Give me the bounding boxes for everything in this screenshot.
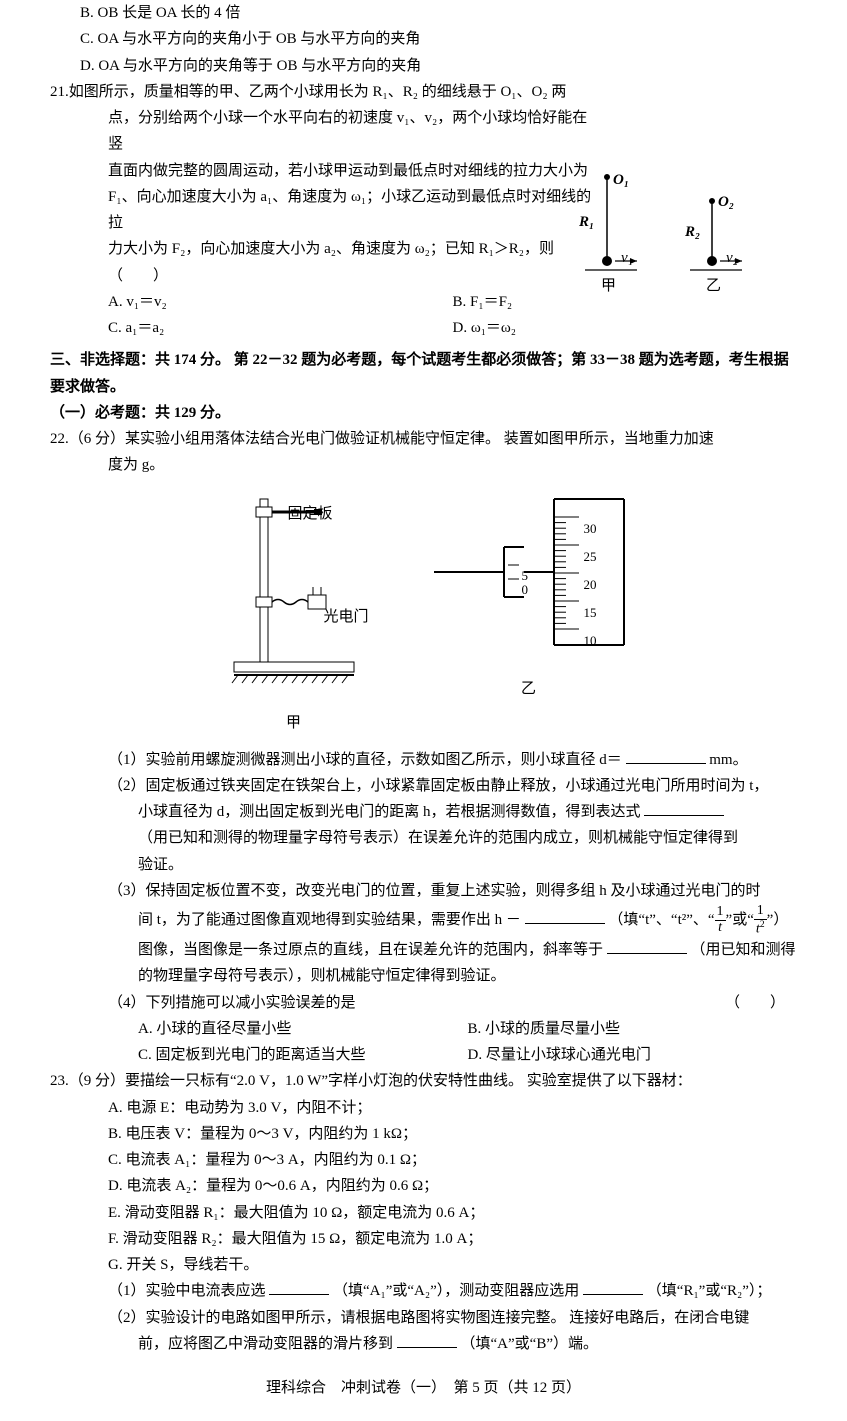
frac-1-over-t2: 1t2 xyxy=(754,904,767,937)
q22-p3bb: （填“t”、“t²”、“ xyxy=(608,912,714,928)
q22-p4-row2: C. 固定板到光电门的距离适当大些 D. 尽量让小球球心通光电门 xyxy=(50,1042,797,1068)
q22-p3-l2: 间 t，为了能通过图像直观地得到实验结果，需要作出 h － （填“t”、“t²”… xyxy=(50,904,797,937)
q22-p1: （1）实验前用螺旋测微器测出小球的直径，示数如图乙所示，则小球直径 d＝ mm。 xyxy=(50,747,797,773)
q23-c: C. 电流表 A₁：量程为 0～3 A，内阻约为 0.1 Ω； xyxy=(50,1147,797,1173)
q22-p2-l3: （用已知和测得的物理量字母符号表示）在误差允许的范围内成立，则机械能守恒定律得到 xyxy=(50,825,797,851)
label-v2: v₂ xyxy=(726,245,738,271)
q22-p3-l4: 的物理量字母符号表示），则机械能守恒定律得到验证。 xyxy=(50,963,797,989)
q22-p3bd: ”） xyxy=(767,912,789,928)
blank-ammeter[interactable] xyxy=(269,1279,329,1295)
q23-b: B. 电压表 V：量程为 0～3 V，内阻约为 1 kΩ； xyxy=(50,1121,797,1147)
q22-p1b: mm。 xyxy=(709,752,747,768)
label-o2: O₂ xyxy=(718,189,734,215)
blank-slider[interactable] xyxy=(397,1332,457,1348)
q21-option-a: A. v₁＝v₂ xyxy=(108,289,453,315)
q21-line5: 力大小为 F₂，向心加速度大小为 a₂、角速度为 ω₂；已知 R₁＞R₂，则 （… xyxy=(50,236,597,289)
q23-p2-l2: 前，应将图乙中滑动变阻器的滑片移到 （填“A”或“B”）端。 xyxy=(50,1331,797,1357)
q21-option-c: C. a₁＝a₂ xyxy=(108,315,453,341)
label-plate: 固定板 xyxy=(288,501,338,527)
fig-jia-label: 甲 xyxy=(214,710,374,736)
blank-rheostat[interactable] xyxy=(583,1279,643,1295)
q21-line3: 直面内做完整的圆周运动，若小球甲运动到最低点时对细线的拉力大小为 xyxy=(50,158,597,184)
blank-slope[interactable] xyxy=(607,938,687,954)
q22-p3cb: （用已知和测得 xyxy=(691,942,796,958)
tick-30: 30 xyxy=(584,518,597,541)
q23-line1: 23.（9 分）要描绘一只标有“2.0 V，1.0 W”字样小灯泡的伏安特性曲线… xyxy=(50,1068,797,1094)
frac-1-over-t: 1t xyxy=(715,905,726,935)
q22-p4-d: D. 尽量让小球球心通光电门 xyxy=(468,1042,798,1068)
q22-p3bc: ”或“ xyxy=(726,912,754,928)
q22-p3ba: 间 t，为了能通过图像直观地得到实验结果，需要作出 h － xyxy=(138,912,521,928)
label-yi: 乙 xyxy=(706,273,721,299)
q21-option-d: D. ω₁＝ω₂ xyxy=(453,315,798,341)
blank-diameter[interactable] xyxy=(626,748,706,764)
q23-stem: （9 分）要描绘一只标有“2.0 V，1.0 W”字样小灯泡的伏安特性曲线。 实… xyxy=(69,1073,692,1089)
fig-yi-label: 乙 xyxy=(424,676,634,702)
tick-10: 10 xyxy=(584,630,597,653)
label-jia: 甲 xyxy=(601,273,616,299)
tick-25: 25 xyxy=(584,546,597,569)
q21-stem1: 如图所示，质量相等的甲、乙两个小球用长为 R₁、R₂ 的细线悬于 O₁、O₂ 两 xyxy=(69,84,567,100)
q22-line2: 度为 g。 xyxy=(50,452,797,478)
q20-option-d: D. OA 与水平方向的夹角等于 OB 与水平方向的夹角 xyxy=(50,53,797,79)
q22-p4-a: A. 小球的直径尽量小些 xyxy=(138,1016,468,1042)
q22-p2-l2: 小球直径为 d，测出固定板到光电门的距离 h，若根据测得数值，得到表达式 xyxy=(50,799,797,825)
q23-p1a: （1）实验中电流表应选 xyxy=(108,1283,266,1299)
q22-p2-l4: 验证。 xyxy=(50,852,797,878)
q23-p2-l1: （2）实验设计的电路如图甲所示，请根据电路图将实物图连接完整。 连接好电路后，在… xyxy=(50,1305,797,1331)
q23-f: F. 滑动变阻器 R₂：最大阻值为 15 Ω，额定电流为 1.0 A； xyxy=(50,1226,797,1252)
q23-e: E. 滑动变阻器 R₁：最大阻值为 10 Ω，额定电流为 0.6 A； xyxy=(50,1200,797,1226)
q22-p4: （4）下列措施可以减小实验误差的是 （ ） xyxy=(50,990,797,1016)
section-3-title: 三、非选择题：共 174 分。 第 22－32 题为必考题，每个试题考生都必须做… xyxy=(50,347,797,400)
q22-p4-b: B. 小球的质量尽量小些 xyxy=(468,1016,798,1042)
blank-expression[interactable] xyxy=(644,800,724,816)
page-footer: 理科综合 冲刺试卷（一） 第 5 页（共 12 页） xyxy=(50,1375,797,1401)
q22-p2-l1: （2）固定板通过铁夹固定在铁架台上，小球紧靠固定板由静止释放，小球通过光电门所用… xyxy=(50,773,797,799)
q22-p3ca: 图像，当图像是一条过原点的直线，且在误差允许的范围内，斜率等于 xyxy=(138,942,603,958)
section-3-sub: （一）必考题：共 129 分。 xyxy=(50,400,797,426)
tick-15: 15 xyxy=(584,602,597,625)
tick-0: 0 xyxy=(522,579,529,602)
label-r2: R₂ xyxy=(685,219,700,245)
q23-a: A. 电源 E：电动势为 3.0 V，内阻不计； xyxy=(50,1095,797,1121)
q23-g: G. 开关 S，导线若干。 xyxy=(50,1252,797,1278)
q23-p1: （1）实验中电流表应选 （填“A₁”或“A₂”），测动变阻器应选用 （填“R₁”… xyxy=(50,1278,797,1304)
q22-number: 22. xyxy=(50,431,69,447)
q23-p1c: （填“R₁”或“R₂”）； xyxy=(647,1283,772,1299)
q22-p1a: （1）实验前用螺旋测微器测出小球的直径，示数如图乙所示，则小球直径 d＝ xyxy=(108,752,622,768)
q22-line1: 22.（6 分）某实验小组用落体法结合光电门做验证机械能守恒定律。 装置如图甲所… xyxy=(50,426,797,452)
q22-p2b: 小球直径为 d，测出固定板到光电门的距离 h，若根据测得数值，得到表达式 xyxy=(138,804,641,820)
q21-options-row2: C. a₁＝a₂ D. ω₁＝ω₂ xyxy=(50,315,797,341)
label-v1: v₁ xyxy=(621,245,633,271)
q23-d: D. 电流表 A₂：量程为 0～0.6 A，内阻约为 0.6 Ω； xyxy=(50,1173,797,1199)
q21-number: 21. xyxy=(50,84,69,100)
exam-page: B. OB 长是 OA 长的 4 倍 C. OA 与水平方向的夹角小于 OB 与… xyxy=(0,0,847,1421)
q22-stem1: （6 分）某实验小组用落体法结合光电门做验证机械能守恒定律。 装置如图甲所示，当… xyxy=(69,431,714,447)
q22-figures: 固定板 光电门 甲 xyxy=(50,487,797,737)
q22-p4-c: C. 固定板到光电门的距离适当大些 xyxy=(138,1042,468,1068)
q22-p3-l3: 图像，当图像是一条过原点的直线，且在误差允许的范围内，斜率等于 （用已知和测得 xyxy=(50,937,797,963)
q23-p2c: （填“A”或“B”）端。 xyxy=(461,1336,598,1352)
tick-20: 20 xyxy=(584,574,597,597)
q20-option-c: C. OA 与水平方向的夹角小于 OB 与水平方向的夹角 xyxy=(50,26,797,52)
q23-number: 23. xyxy=(50,1073,69,1089)
label-r1: R₁ xyxy=(579,209,594,235)
q22-fig-yi: 30 25 20 15 10 5 0 乙 xyxy=(424,487,634,737)
q23-p1b: （填“A₁”或“A₂”），测动变阻器应选用 xyxy=(333,1283,579,1299)
q22-p3-l1: （3）保持固定板位置不变，改变光电门的位置，重复上述实验，则得多组 h 及小球通… xyxy=(50,878,797,904)
q23-p2b: 前，应将图乙中滑动变阻器的滑片移到 xyxy=(138,1336,393,1352)
q22-p4-text: （4）下列措施可以减小实验误差的是 xyxy=(108,995,356,1011)
q22-p4-blank[interactable]: （ ） xyxy=(725,990,785,1016)
q21-line2: 点，分别给两个小球一个水平向右的初速度 v₁、v₂，两个小球均恰好能在竖 xyxy=(50,105,597,158)
q22-p4-row1: A. 小球的直径尽量小些 B. 小球的质量尽量小些 xyxy=(50,1016,797,1042)
label-o1: O₁ xyxy=(613,167,629,193)
blank-axis[interactable] xyxy=(525,908,605,924)
q22-fig-jia: 固定板 光电门 甲 xyxy=(214,487,374,737)
q21-line1: 21.如图所示，质量相等的甲、乙两个小球用长为 R₁、R₂ 的细线悬于 O₁、O… xyxy=(50,79,597,105)
q20-option-b: B. OB 长是 OA 长的 4 倍 xyxy=(50,0,797,26)
q21-figure: O₁ O₂ R₁ R₂ v₁ v₂ 甲 乙 xyxy=(567,165,757,295)
q21-line4: F₁、向心加速度大小为 a₁、角速度为 ω₁；小球乙运动到最低点时对细线的拉 xyxy=(50,184,597,237)
label-gate: 光电门 xyxy=(324,604,384,630)
